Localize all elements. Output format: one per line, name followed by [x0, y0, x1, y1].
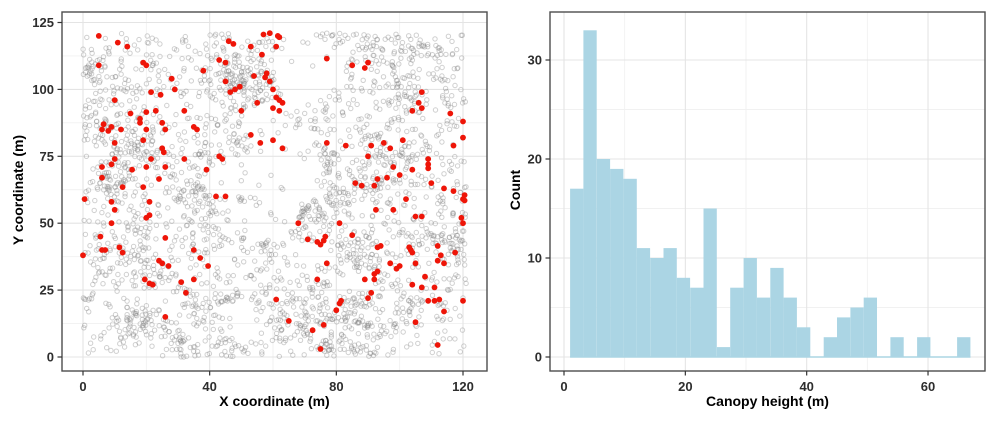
svg-text:0: 0 [560, 379, 567, 394]
svg-text:0: 0 [79, 379, 86, 394]
scatter-y-axis-title: Y coordinate (m) [10, 134, 26, 246]
svg-text:30: 30 [528, 53, 542, 68]
histogram-y-axis-title: Count [507, 169, 523, 211]
scatter-x-axis-title: X coordinate (m) [219, 393, 330, 409]
svg-text:40: 40 [799, 379, 813, 394]
svg-text:100: 100 [32, 82, 54, 97]
svg-text:25: 25 [40, 283, 54, 298]
svg-text:10: 10 [528, 251, 542, 266]
svg-text:40: 40 [202, 379, 216, 394]
scatter-red-points [80, 30, 468, 352]
svg-text:75: 75 [40, 149, 54, 164]
histogram-bars [570, 30, 971, 358]
svg-text:20: 20 [528, 152, 542, 167]
svg-text:125: 125 [32, 15, 54, 30]
svg-text:60: 60 [921, 379, 935, 394]
svg-text:120: 120 [452, 379, 474, 394]
scatter-gray-points [80, 30, 469, 360]
svg-text:50: 50 [40, 216, 54, 231]
histogram-x-axis-title: Canopy height (m) [706, 393, 829, 409]
svg-text:20: 20 [678, 379, 692, 394]
svg-text:0: 0 [535, 350, 542, 365]
svg-text:0: 0 [47, 350, 54, 365]
svg-text:80: 80 [329, 379, 343, 394]
